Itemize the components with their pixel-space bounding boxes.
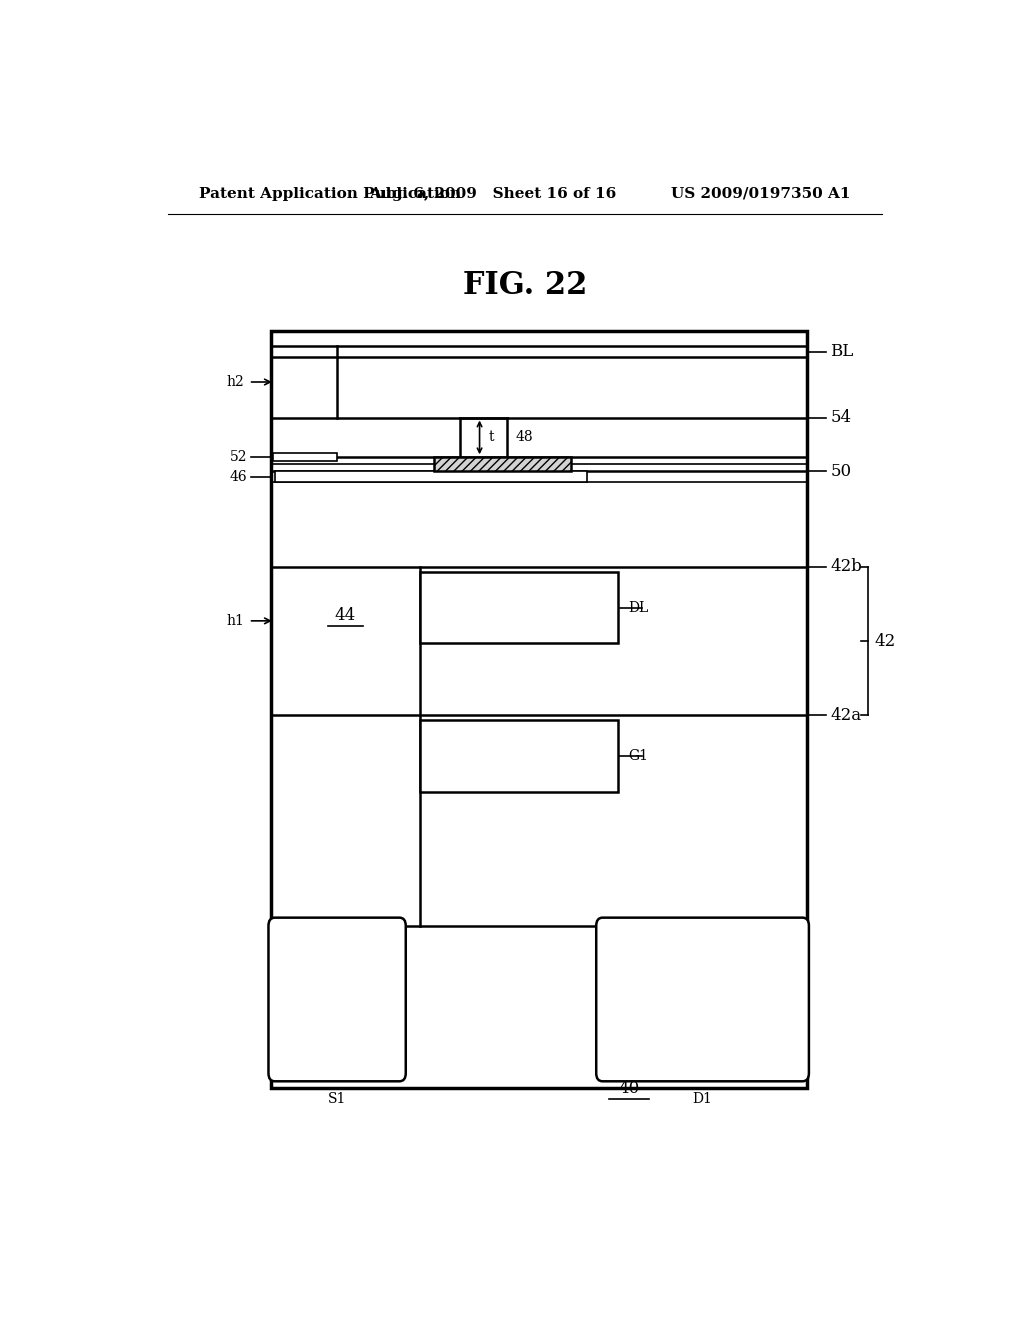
Bar: [270, 331, 807, 1089]
Bar: [420, 572, 618, 643]
Bar: [420, 721, 618, 792]
Text: US 2009/0197350 A1: US 2009/0197350 A1: [671, 187, 850, 201]
Text: 42a: 42a: [830, 708, 861, 723]
Text: 42b: 42b: [830, 558, 862, 576]
Text: 44: 44: [335, 607, 356, 624]
Text: S1: S1: [328, 1092, 346, 1106]
Text: 54: 54: [830, 409, 852, 426]
Text: 52: 52: [229, 450, 247, 465]
Text: Patent Application Publication: Patent Application Publication: [200, 187, 462, 201]
Text: h2: h2: [227, 375, 245, 389]
FancyBboxPatch shape: [596, 917, 809, 1081]
Text: D1: D1: [692, 1092, 713, 1106]
Text: G1: G1: [628, 748, 648, 763]
Text: 46: 46: [229, 470, 247, 483]
Text: BL: BL: [830, 343, 854, 360]
FancyBboxPatch shape: [268, 917, 406, 1081]
Text: 50: 50: [830, 463, 852, 480]
Text: Aug. 6, 2009   Sheet 16 of 16: Aug. 6, 2009 Sheet 16 of 16: [370, 187, 616, 201]
Bar: [273, 453, 337, 461]
Text: DL: DL: [628, 601, 648, 615]
Text: FIG. 22: FIG. 22: [463, 271, 587, 301]
Text: 42: 42: [874, 632, 895, 649]
Text: 48: 48: [515, 430, 532, 445]
Text: 40: 40: [618, 1080, 640, 1097]
Bar: [274, 471, 587, 482]
Text: h1: h1: [226, 614, 245, 628]
Bar: [433, 457, 570, 471]
Text: t: t: [489, 430, 495, 445]
